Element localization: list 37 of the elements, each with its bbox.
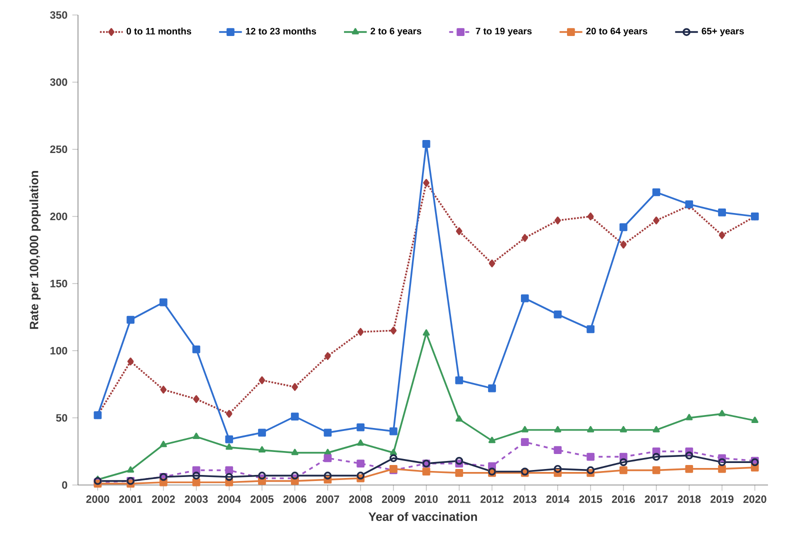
x-tick-label: 2001	[119, 495, 142, 503]
legend-label: 20 to 64 years	[586, 28, 648, 36]
legend-label: 65+ years	[702, 28, 744, 36]
x-tick-label: 2019	[710, 495, 734, 503]
legend-label: 0 to 11 months	[126, 28, 192, 34]
y-tick-label: 100	[50, 346, 68, 354]
x-tick-label: 2016	[612, 495, 635, 503]
x-tick-label: 2006	[283, 495, 306, 503]
x-tick-label: 2015	[579, 495, 602, 503]
x-tick-label: 2003	[184, 495, 208, 503]
x-tick-label: 2012	[480, 495, 504, 503]
x-tick-label: 2005	[250, 495, 274, 503]
x-tick-label: 2013	[513, 495, 536, 503]
y-tick-label: 350	[50, 11, 68, 19]
y-tick-label: 200	[50, 212, 68, 220]
legend-label: 2 to 6 years	[370, 28, 422, 36]
x-tick-label: 2017	[644, 495, 668, 503]
x-tick-label: 2009	[382, 495, 405, 503]
x-tick-label: 2014	[546, 495, 570, 503]
x-tick-label: 2007	[316, 495, 340, 503]
x-tick-label: 2000	[86, 495, 110, 503]
x-tick-label: 2002	[152, 495, 175, 503]
x-tick-label: 2011	[448, 495, 470, 503]
x-tick-label: 2010	[414, 495, 438, 503]
legend-label: 12 to 23 months	[246, 28, 316, 35]
y-tick-label: 0	[62, 481, 68, 489]
y-tick-label: 150	[50, 280, 68, 288]
y-axis-title: Rate per 100,000 population	[29, 171, 41, 329]
x-tick-label: 2004	[218, 495, 241, 503]
x-tick-label: 2008	[349, 495, 372, 503]
x-tick-label: 2020	[743, 495, 766, 503]
legend-label: 7 to 19 years	[476, 28, 532, 36]
x-tick-label: 2018	[678, 495, 701, 503]
y-tick-label: 300	[50, 78, 68, 86]
y-tick-label: 250	[50, 146, 68, 154]
y-tick-label: 50	[56, 414, 68, 422]
x-axis-title: Year of vaccination	[368, 512, 477, 521]
